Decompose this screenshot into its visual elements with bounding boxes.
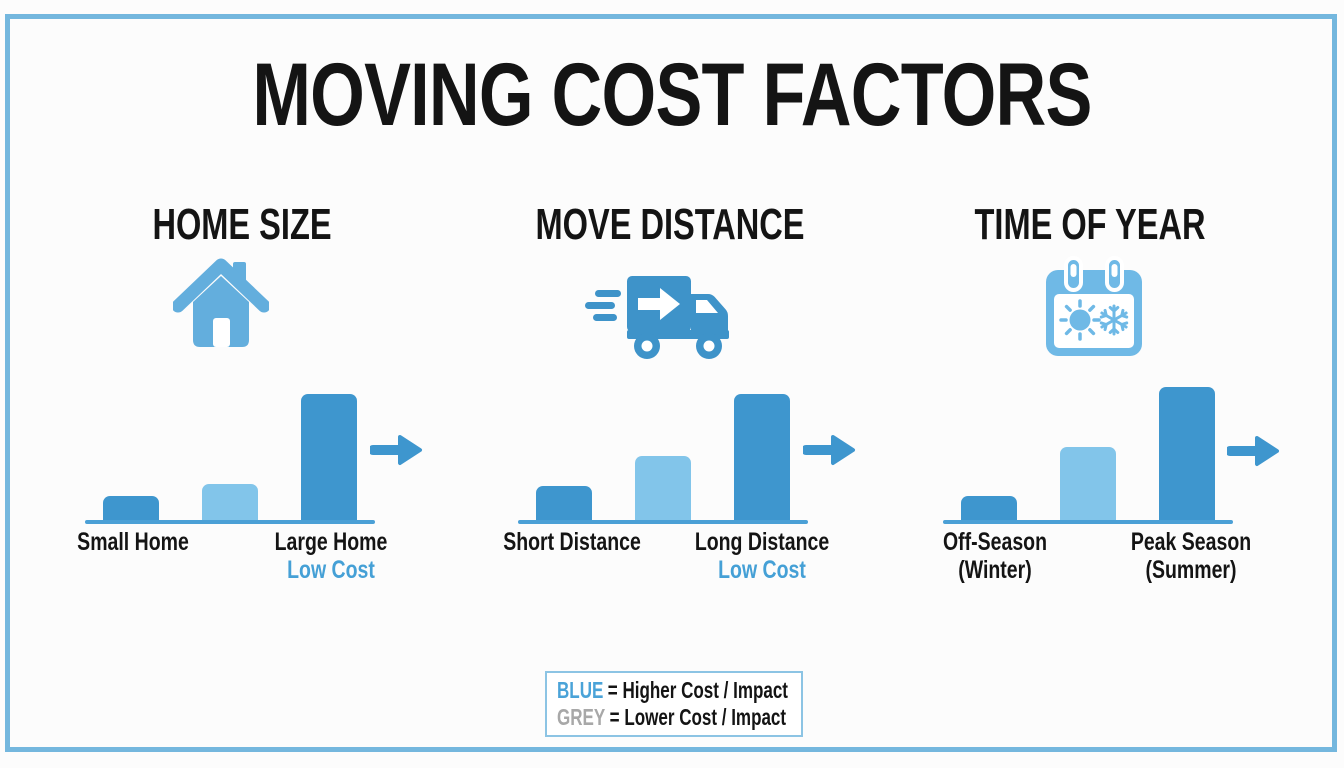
chart-bar bbox=[202, 484, 258, 524]
house-icon bbox=[173, 258, 269, 347]
label-peak-season: Peak Season (Summer) bbox=[1130, 528, 1252, 584]
moving-truck-icon bbox=[585, 276, 729, 359]
page-title: MOVING COST FACTORS bbox=[252, 44, 1092, 144]
legend-box: BLUE = Higher Cost / Impact GREY = Lower C… bbox=[545, 671, 803, 737]
column-heading-move-distance: MOVE DISTANCE bbox=[535, 200, 805, 249]
arrow-right-icon bbox=[803, 435, 855, 465]
chart-baseline bbox=[943, 520, 1233, 524]
label-small-home: Small Home bbox=[77, 528, 189, 556]
chart-bar bbox=[635, 456, 691, 524]
legend-key-grey: GREY bbox=[557, 704, 606, 730]
legend-row-grey: GREY = Lower Cost / Impact bbox=[557, 704, 787, 730]
legend-key-blue: BLUE bbox=[557, 677, 604, 703]
label-short-distance: Short Distance bbox=[503, 528, 641, 556]
home-size-chart bbox=[85, 382, 375, 524]
border-frame bbox=[5, 14, 1337, 752]
legend-row-blue: BLUE = Higher Cost / Impact bbox=[557, 677, 788, 703]
accent-low-cost: Low Cost bbox=[718, 556, 806, 584]
time-of-year-chart bbox=[943, 382, 1233, 524]
chart-bar bbox=[301, 394, 357, 524]
chart-bar bbox=[1159, 387, 1215, 524]
chart-baseline bbox=[85, 520, 375, 524]
chart-baseline bbox=[518, 520, 808, 524]
column-heading-home-size: HOME SIZE bbox=[152, 200, 332, 249]
arrow-right-icon bbox=[370, 435, 422, 465]
column-heading-time-of-year: TIME OF YEAR bbox=[974, 200, 1206, 249]
label-long-distance: Long Distance Low Cost bbox=[675, 528, 850, 584]
chart-bar bbox=[961, 496, 1017, 524]
chart-bar bbox=[734, 394, 790, 524]
arrow-right-icon bbox=[1227, 436, 1279, 466]
chart-bar bbox=[103, 496, 159, 524]
chart-bar bbox=[536, 486, 592, 524]
label-large-home: Large Home Low Cost bbox=[244, 528, 419, 584]
calendar-icon bbox=[1046, 256, 1142, 356]
sun-icon bbox=[1059, 299, 1101, 341]
chart-bar bbox=[1060, 447, 1116, 524]
accent-low-cost: Low Cost bbox=[287, 556, 375, 584]
move-distance-chart bbox=[518, 382, 808, 524]
label-off-season: Off-Season (Winter) bbox=[942, 528, 1048, 584]
snowflake-icon bbox=[1099, 304, 1129, 336]
